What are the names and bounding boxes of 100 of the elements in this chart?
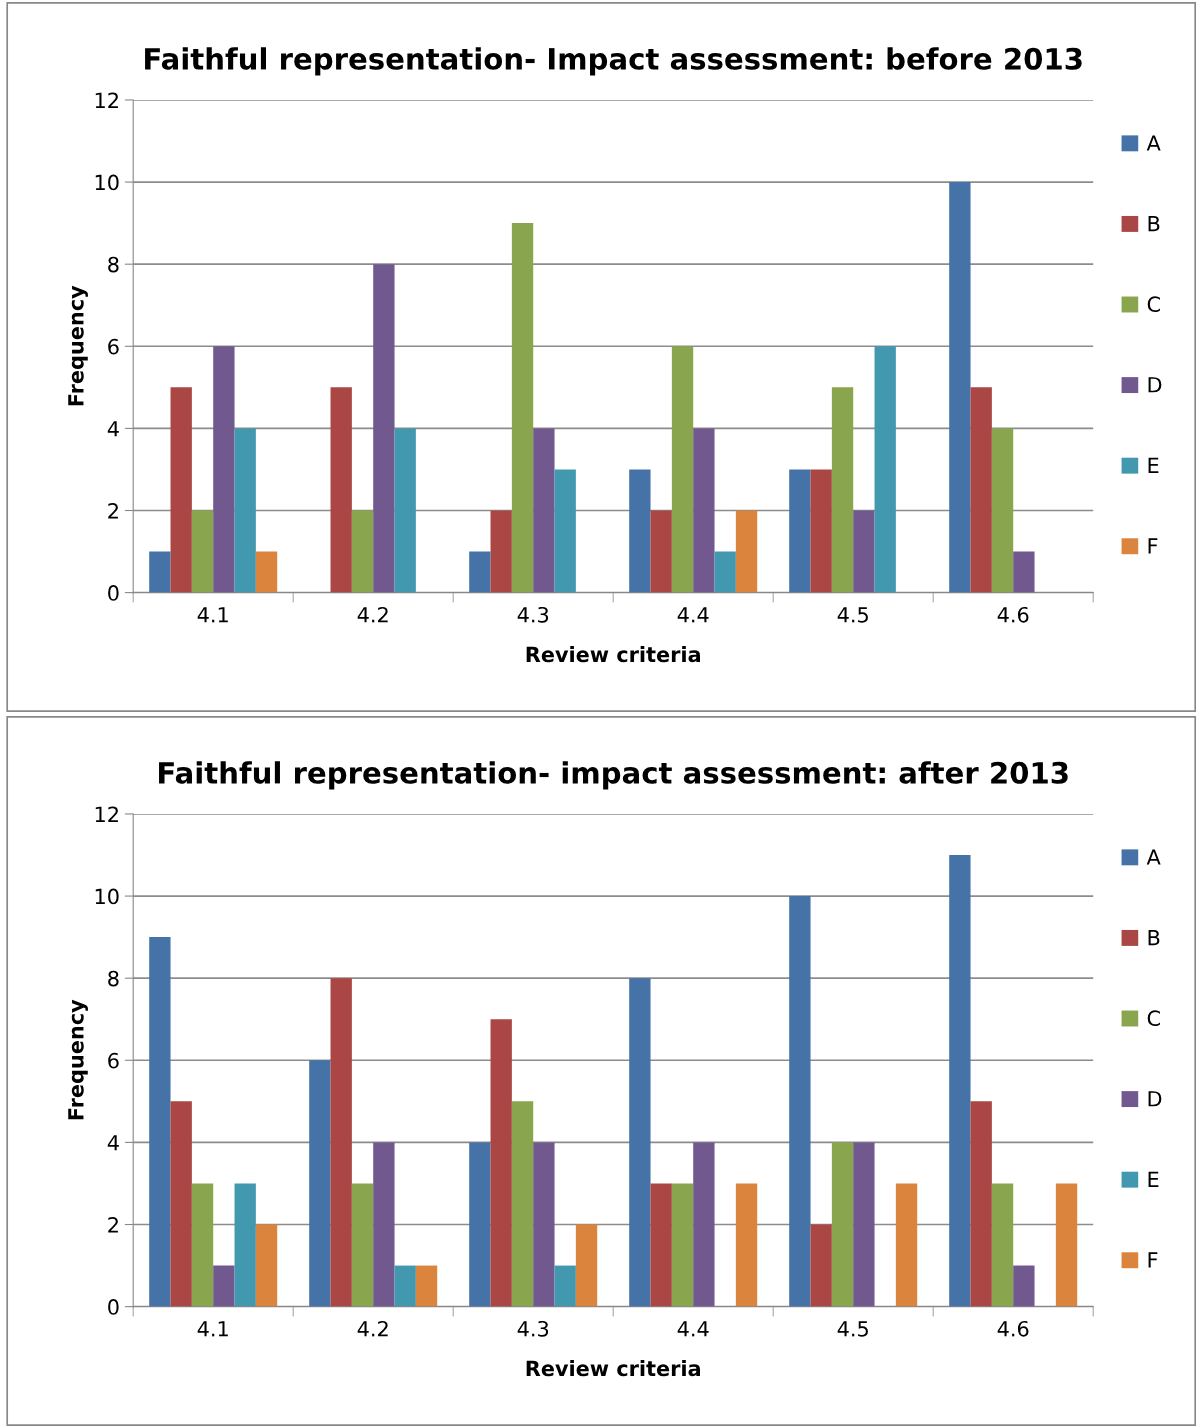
bar	[671, 1183, 694, 1307]
bar	[191, 1183, 214, 1307]
legend-label: A	[1146, 135, 1161, 151]
bar	[330, 978, 352, 1307]
bar	[351, 510, 374, 593]
bar	[394, 1265, 416, 1307]
bar	[554, 469, 576, 593]
bar	[170, 1101, 192, 1307]
bar	[415, 1265, 438, 1307]
x-tick-label: 4.6	[997, 1320, 1029, 1337]
y-axis-title: Frequency	[68, 285, 88, 406]
bar	[810, 469, 832, 593]
bar	[831, 387, 854, 593]
bar	[234, 428, 256, 593]
y-tick-label: 4	[107, 1135, 119, 1151]
bar	[575, 1224, 598, 1307]
legend-label: B	[1148, 215, 1160, 232]
y-tick-label: 2	[108, 502, 118, 519]
bar	[970, 1101, 992, 1307]
bar	[789, 469, 811, 593]
y-tick-label: 12	[95, 92, 118, 108]
bar	[1013, 1265, 1035, 1307]
y-tick-label: 6	[108, 338, 119, 355]
bar	[511, 223, 534, 593]
y-tick-label: 4	[107, 421, 119, 437]
bar	[1013, 551, 1035, 593]
bar	[853, 1142, 875, 1307]
legend-label: C	[1147, 1010, 1160, 1027]
y-tick-label: 8	[108, 256, 119, 273]
legend-label: A	[1146, 849, 1161, 865]
chart-title: Faithful representation- Impact assessment: before 2013	[145, 47, 1082, 76]
bar	[629, 978, 651, 1307]
bar	[490, 510, 512, 593]
y-tick-label: 6	[108, 1052, 119, 1069]
y-tick-label: 0	[108, 1299, 119, 1315]
y-axis-title: Frequency	[68, 999, 88, 1120]
bar	[693, 428, 715, 593]
x-tick-label: 4.2	[357, 606, 388, 623]
bar	[735, 1183, 758, 1307]
x-axis-title: Review criteria	[526, 646, 700, 663]
bar	[234, 1183, 256, 1307]
legend-label: E	[1148, 457, 1159, 473]
bar	[373, 264, 395, 593]
bar	[853, 510, 875, 593]
x-tick-label: 4.2	[357, 1320, 388, 1337]
bar	[1055, 1183, 1078, 1307]
bar	[394, 428, 416, 593]
legend-label: E	[1148, 1171, 1159, 1187]
bar	[650, 1183, 672, 1307]
bar	[970, 387, 992, 593]
bar	[554, 1265, 576, 1307]
bar	[874, 346, 896, 593]
x-tick-label: 4.5	[837, 607, 868, 623]
bar	[991, 428, 1014, 593]
bar	[511, 1101, 534, 1307]
x-axis-title: Review criteria	[526, 1360, 700, 1377]
x-tick-label: 4.4	[677, 1321, 709, 1337]
bar	[170, 387, 192, 593]
y-tick-label: 10	[95, 174, 119, 191]
bar	[789, 896, 811, 1307]
bar	[671, 346, 694, 593]
bar	[949, 855, 971, 1307]
bar	[895, 1183, 918, 1307]
bar	[351, 1183, 374, 1307]
x-tick-label: 4.3	[517, 606, 549, 623]
y-tick-label: 10	[95, 888, 119, 905]
x-tick-label: 4.5	[837, 1321, 868, 1337]
y-tick-label: 8	[108, 970, 119, 987]
bar	[490, 1019, 512, 1307]
legend-label: B	[1148, 929, 1160, 946]
bar	[149, 937, 171, 1307]
bar	[255, 551, 278, 593]
x-tick-label: 4.6	[997, 606, 1029, 623]
bar	[373, 1142, 395, 1307]
y-tick-label: 12	[95, 806, 118, 822]
bar	[533, 428, 555, 593]
x-tick-label: 4.1	[197, 1321, 228, 1337]
bar	[735, 510, 758, 593]
bar	[693, 1142, 715, 1307]
bar	[330, 387, 352, 593]
bar	[949, 182, 971, 593]
bar	[213, 1265, 235, 1307]
x-tick-label: 4.1	[197, 607, 228, 623]
chart-title: Faithful representation- impact assessment: after 2013	[159, 761, 1068, 790]
bar	[533, 1142, 555, 1307]
bar	[714, 551, 736, 593]
bar	[309, 1060, 331, 1307]
bar	[469, 551, 491, 593]
bar	[629, 469, 651, 593]
bar	[149, 551, 171, 593]
bar	[469, 1142, 491, 1307]
legend-label: C	[1147, 296, 1160, 313]
y-tick-label: 0	[108, 585, 119, 601]
bar	[810, 1224, 832, 1307]
bar	[650, 510, 672, 593]
y-tick-label: 2	[108, 1216, 118, 1233]
legend-label: F	[1148, 1252, 1158, 1268]
bar	[831, 1142, 854, 1307]
x-tick-label: 4.3	[517, 1320, 549, 1337]
legend-label: D	[1148, 1091, 1162, 1107]
